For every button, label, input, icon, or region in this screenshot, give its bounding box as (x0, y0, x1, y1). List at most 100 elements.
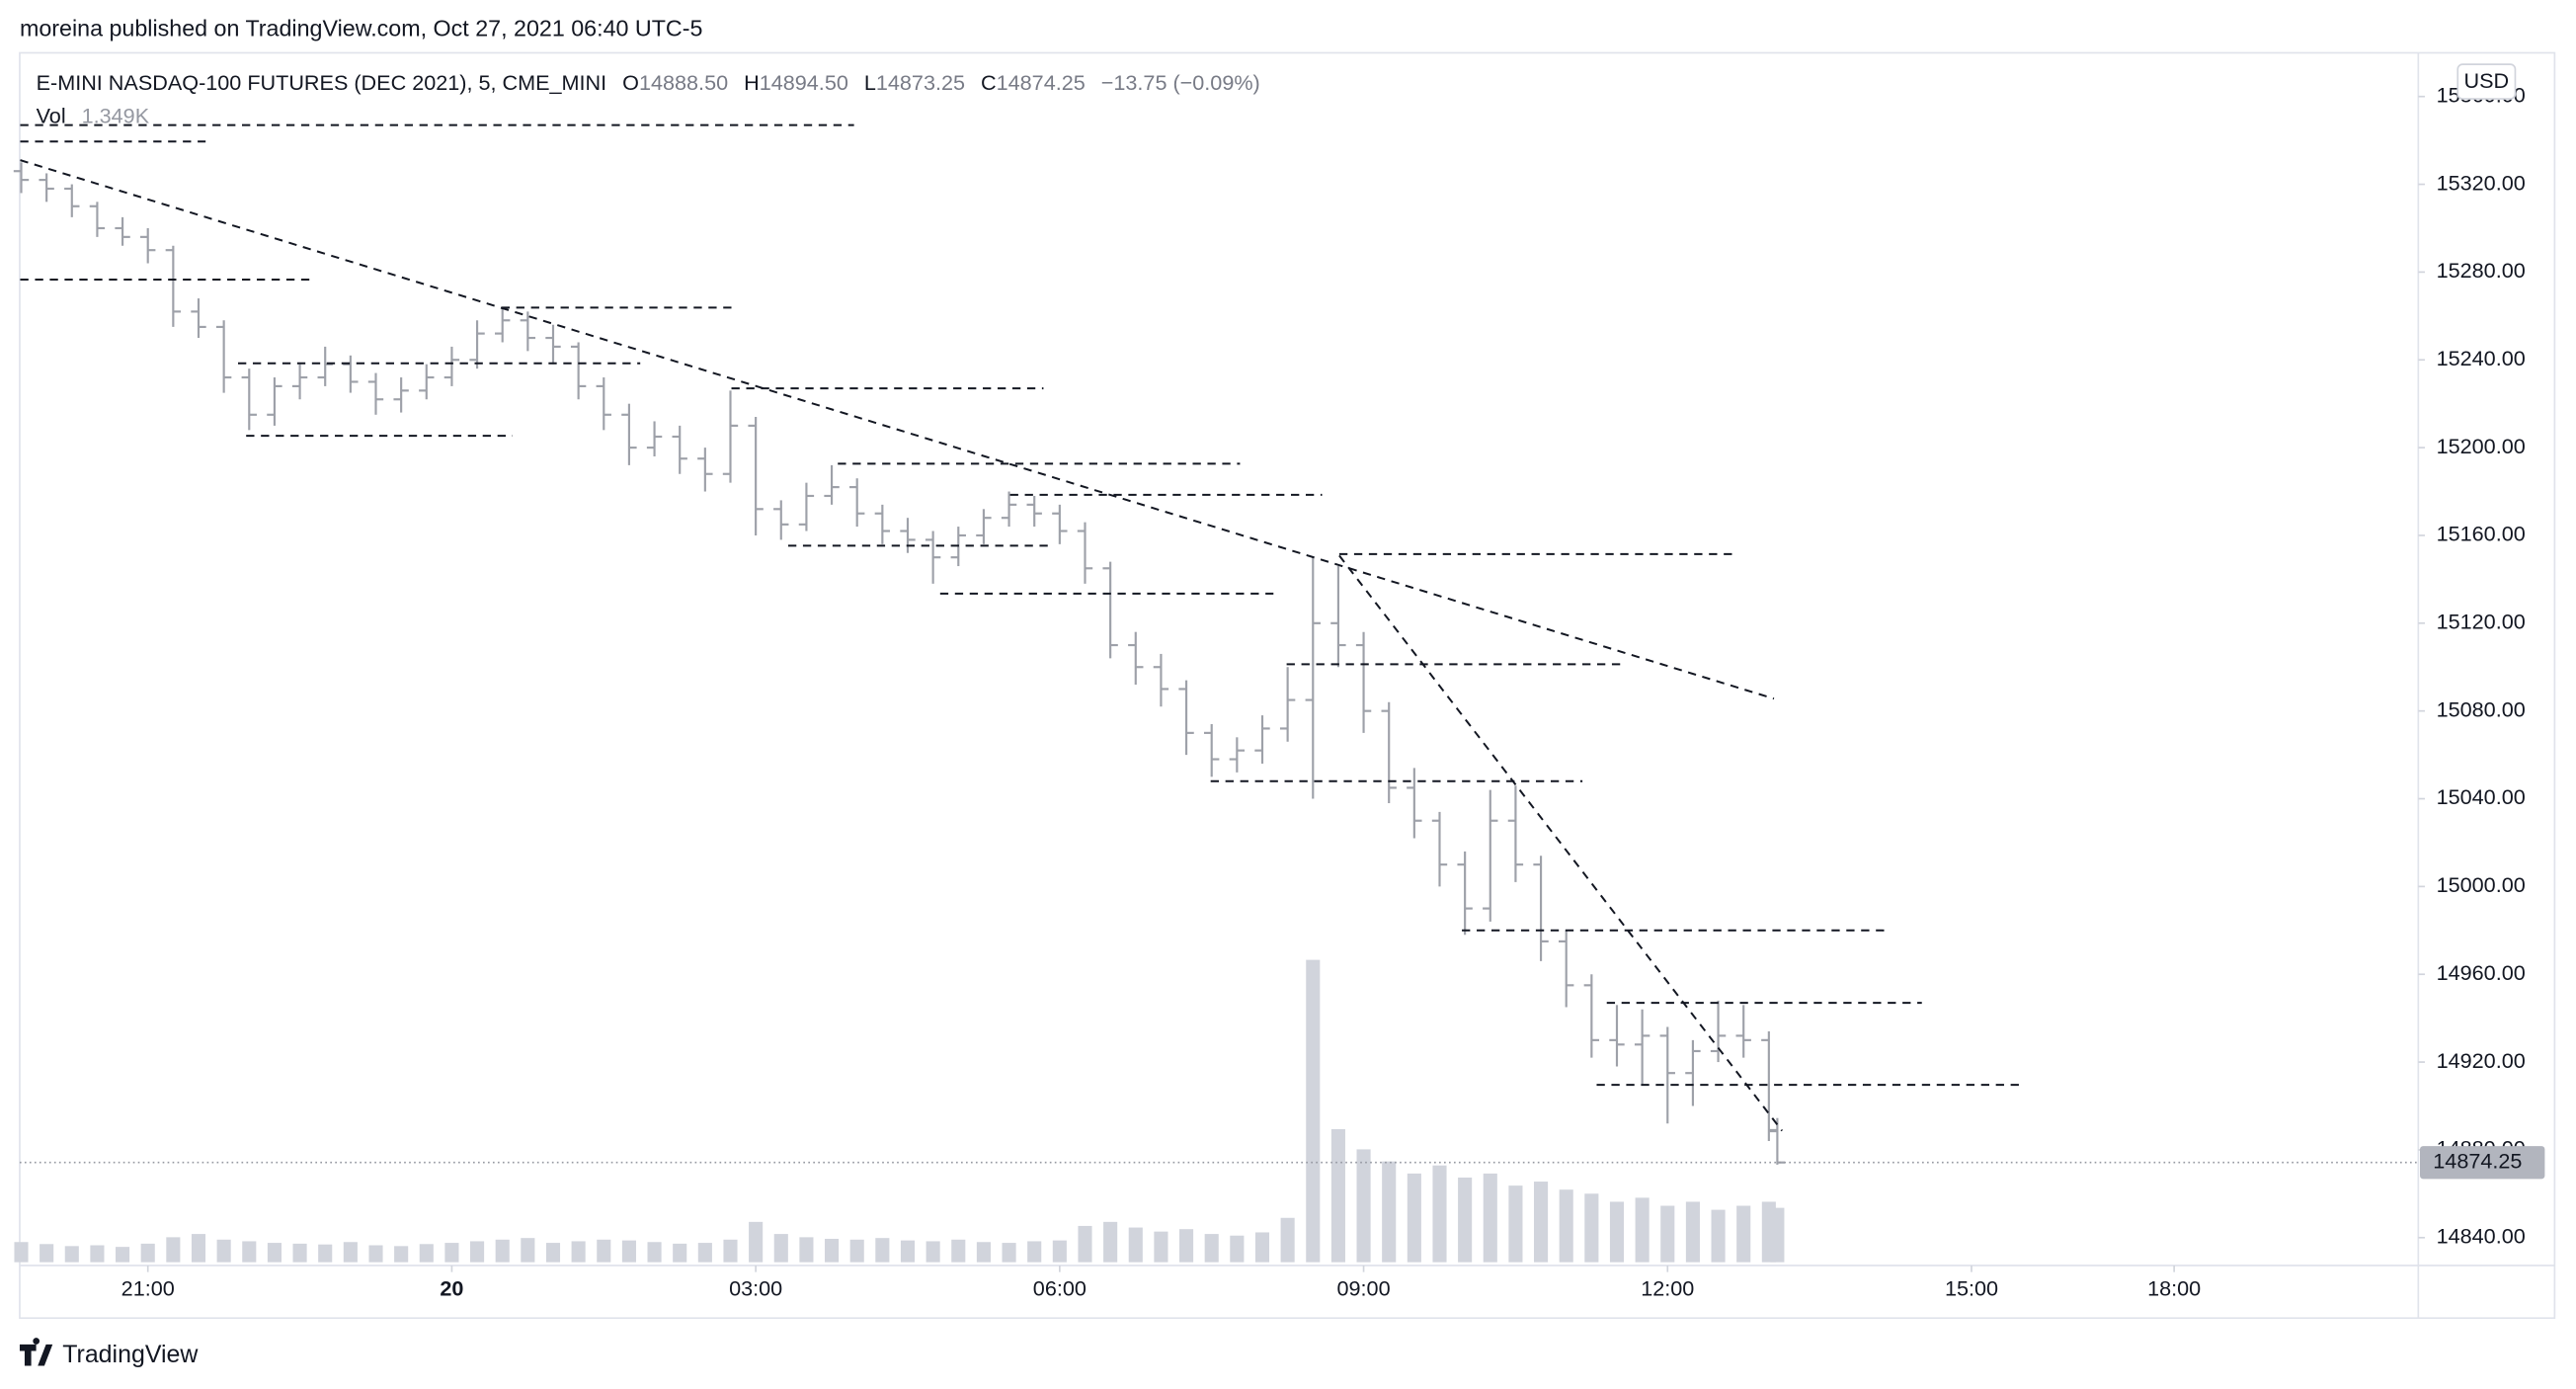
high-value: 14894.50 (760, 70, 848, 95)
volume-bar (166, 1237, 181, 1263)
volume-bar (1254, 1232, 1270, 1263)
volume-bar (267, 1243, 282, 1263)
volume-bar (1770, 1207, 1785, 1263)
volume-bar (216, 1239, 231, 1263)
volume-bar (292, 1243, 307, 1263)
volume-legend[interactable]: Vol 1.349K (37, 103, 150, 127)
low-letter: L (864, 70, 876, 95)
y-tick-label: 15240.00 (2437, 346, 2526, 370)
volume-bar (368, 1245, 383, 1263)
x-tick-label: 15:00 (1945, 1276, 1998, 1301)
volume-bar (318, 1244, 333, 1263)
trend-line (1338, 554, 1783, 1132)
logo-icon (19, 1338, 53, 1366)
x-tick-label: 18:00 (2147, 1276, 2201, 1301)
y-tick-label: 15320.00 (2437, 170, 2526, 195)
volume-bar (14, 1242, 29, 1263)
volume-bar (343, 1242, 358, 1263)
volume-bar (1078, 1225, 1092, 1263)
y-tick-label: 15000.00 (2437, 872, 2526, 897)
y-tick-label: 15080.00 (2437, 696, 2526, 721)
volume-bar (1128, 1227, 1143, 1263)
volume-bar (1483, 1173, 1497, 1263)
volume-bar (1458, 1177, 1473, 1263)
brand-logo[interactable]: TradingView (19, 1338, 199, 1368)
volume-bar (1736, 1205, 1751, 1263)
volume-bar (1382, 1161, 1397, 1263)
symbol: E-MINI NASDAQ-100 FUTURES (DEC 2021), 5,… (37, 70, 607, 95)
open-value: 14888.50 (639, 70, 728, 95)
volume-bar (64, 1246, 79, 1263)
volume-bar (926, 1241, 940, 1263)
volume-bar (1660, 1205, 1675, 1263)
volume-bar (773, 1234, 788, 1263)
y-tick-label: 15040.00 (2437, 784, 2526, 809)
legend-line[interactable]: E-MINI NASDAQ-100 FUTURES (DEC 2021), 5,… (37, 70, 1260, 95)
volume-bar (545, 1243, 561, 1263)
volume-bar (1280, 1217, 1295, 1263)
volume-bar (1609, 1201, 1625, 1263)
x-tick-label: 20 (440, 1276, 463, 1301)
volume-bar (673, 1243, 687, 1263)
volume-bar (1103, 1221, 1118, 1263)
y-tick-label: 14960.00 (2437, 960, 2526, 985)
volume-bar (1685, 1201, 1700, 1263)
volume-bar (1711, 1209, 1726, 1263)
volume-bar (1027, 1241, 1042, 1263)
open-letter: O (622, 70, 639, 95)
volume-value: 1.349K (82, 103, 150, 127)
currency: USD (2464, 68, 2510, 93)
volume-bar (697, 1243, 712, 1263)
volume-bar (1559, 1189, 1573, 1263)
volume-bar (1508, 1185, 1523, 1263)
currency-badge[interactable]: USD (2456, 63, 2517, 100)
high-letter: H (744, 70, 760, 95)
last-price-box (2419, 1146, 2545, 1180)
x-tick-label: 21:00 (121, 1276, 175, 1301)
x-tick-label: 09:00 (1337, 1276, 1391, 1301)
volume-bar (191, 1234, 206, 1263)
volume-bar (1407, 1173, 1421, 1263)
y-tick-label: 15200.00 (2437, 434, 2526, 458)
publisher-line: moreina published on TradingView.com, Oc… (20, 15, 702, 41)
y-tick-label: 15120.00 (2437, 610, 2526, 634)
volume-bar (1534, 1182, 1549, 1263)
volume-bar (723, 1239, 738, 1263)
plot-area (13, 123, 2419, 1263)
currency-box (2456, 63, 2517, 100)
change: −13.75 (−0.09%) (1101, 70, 1260, 95)
volume-bar (825, 1238, 840, 1263)
y-tick-label: 15160.00 (2437, 522, 2526, 546)
volume-bar (875, 1238, 890, 1263)
x-tick-label: 03:00 (729, 1276, 782, 1301)
volume-bar (40, 1244, 54, 1263)
chart-frame (19, 51, 2556, 1320)
volume-bar (749, 1221, 764, 1263)
axes: 14840.0014880.0014920.0014960.0015000.00… (121, 82, 2545, 1301)
volume-bar (951, 1239, 966, 1263)
low-value: 14873.25 (876, 70, 965, 95)
x-tick-label: 12:00 (1641, 1276, 1694, 1301)
volume-bar (571, 1241, 586, 1263)
volume-bar (444, 1243, 459, 1263)
volume-bar (140, 1243, 155, 1263)
y-tick-label: 14840.00 (2437, 1223, 2526, 1248)
volume-bar (1584, 1193, 1599, 1263)
volume-bar (394, 1246, 409, 1263)
volume-bar (1306, 959, 1321, 1263)
volume-bar (495, 1239, 510, 1263)
volume-bar (621, 1240, 636, 1263)
volume-bar (1356, 1149, 1371, 1263)
volume-bar (242, 1241, 257, 1263)
brand: TradingView (62, 1341, 199, 1368)
volume-bar (1330, 1129, 1345, 1263)
volume-bar (116, 1247, 130, 1263)
close-value: 14874.25 (997, 70, 1086, 95)
volume-label: Vol (37, 103, 66, 127)
volume-bar (597, 1239, 611, 1263)
volume-bar (470, 1241, 485, 1263)
volume-bar (1002, 1243, 1016, 1263)
volume-bar (90, 1245, 105, 1263)
volume-bar (1052, 1240, 1067, 1263)
